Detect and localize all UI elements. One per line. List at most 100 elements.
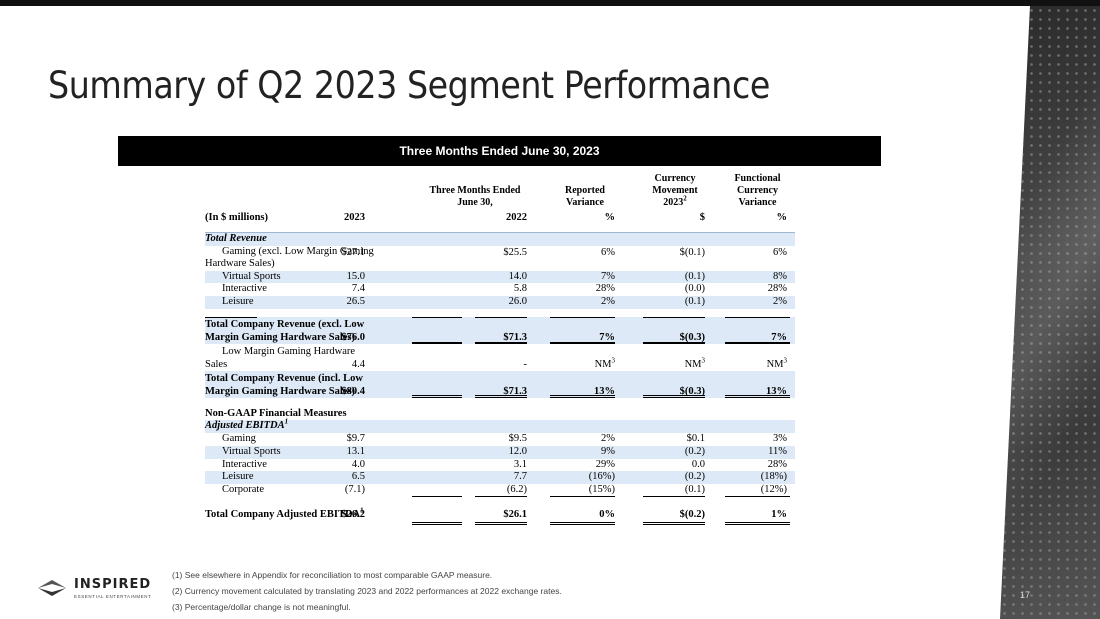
segment-table: Three Months Ended June 30, Reported Var… [205,166,795,525]
section-label: Adjusted EBITDA1 [205,417,289,432]
cell-functional: 28% [767,458,787,470]
header-currency: Currency Movement 20232 [635,173,715,209]
cell-functional: 8% [773,270,787,282]
page-title: Summary of Q2 2023 Segment Performance [48,64,770,107]
page-number: 17 [1020,590,1031,600]
table-row: Virtual Sports 15.0 14.0 7% (0.1) 8% [205,270,795,284]
cell-currency: (0.1) [684,270,705,282]
cell-functional: 2% [773,296,787,308]
logo-name: INSPIRED [74,577,152,592]
cell-2023: 15.0 [346,270,365,282]
cell-2023: $27.1 [341,246,365,258]
cell-reported: 2% [601,296,615,308]
table-header: Three Months Ended June 30, Reported Var… [205,166,795,212]
cell-2022: 14.0 [508,270,527,282]
cell-2022: (6.2) [506,483,527,495]
cell-2022: 26.0 [508,296,527,308]
row-label: Virtual Sports [222,445,281,457]
cell-2023: $76.0 [341,331,365,343]
company-logo: INSPIRED ESSENTIAL ENTERTAINMENT [38,577,151,599]
logo-tagline: ESSENTIAL ENTERTAINMENT [74,594,152,599]
cell-currency: $(0.3) [679,331,705,343]
header-currency-year: 2023 [663,197,684,208]
table-row-low-margin: Low Margin Gaming Hardware Sales 4.4 - NM… [205,344,795,371]
table-row-total-ebitda: Total Company Adjusted EBITDA1 $26.2 $26… [205,506,795,525]
cell-functional: (18%) [760,471,787,483]
cell-reported: 29% [595,458,615,470]
cell-currency: $(0.2) [679,508,705,520]
table-row: Gaming $9.7 $9.5 2% $0.1 3% [205,433,795,446]
row-label: Total Company Revenue (incl. Low Margin G… [205,372,363,397]
cell-functional: 28% [767,283,787,295]
row-label: Gaming (excl. Low Margin Gaming Hardware … [205,245,374,270]
cell-reported: 0% [599,508,615,520]
cell-functional: 13% [766,385,787,397]
cell-functional: (12%) [760,483,787,495]
footnote: (3) Percentage/dollar change is not mean… [172,602,351,612]
cell-currency: (0.2) [684,471,705,483]
section-label: Total Revenue [205,233,267,244]
cell-reported: 7% [601,270,615,282]
section-non-gaap: Non-GAAP Financial Measures [205,408,795,421]
cell-currency: NM3 [684,356,705,370]
cell-reported: 13% [594,385,615,397]
footnote: (1) See elsewhere in Appendix for reconc… [172,570,493,580]
cell-2022: 7.7 [513,471,527,483]
header-currency-label: Currency Movement [652,173,698,196]
cell-currency: (0.0) [684,283,705,295]
cell-functional: 6% [773,246,787,258]
section-adjusted-ebitda: Adjusted EBITDA1 [205,417,795,434]
cell-currency: $(0.3) [679,385,705,397]
row-label: Total Company Revenue (excl. Low Margin G… [205,318,365,343]
cell-2023: 6.5 [351,471,365,483]
cell-functional: 7% [771,331,787,343]
row-label: Total Company Adjusted EBITDA1 [205,506,364,520]
cell-currency: (0.2) [684,445,705,457]
table-banner: Three Months Ended June 30, 2023 [118,136,881,166]
cell-2022: $26.1 [503,508,527,520]
cell-2023: $80.4 [341,385,365,397]
row-label: Interactive [222,283,267,295]
row-label: Leisure [222,296,254,308]
cell-2022: - [523,358,528,370]
cell-functional: NM3 [766,356,787,370]
row-label: Gaming [222,433,256,445]
footnote: (2) Currency movement calculated by tran… [172,586,562,596]
footnotes: (1) See elsewhere in Appendix for reconc… [172,567,562,615]
cell-reported: 6% [601,246,615,258]
header-functional: Functional Currency Variance [734,173,781,208]
header-reported: Reported Variance [565,185,605,208]
cell-2022: 12.0 [508,445,527,457]
section-label: Non-GAAP Financial Measures [205,407,347,419]
col-2023: 2023 [344,212,365,223]
cell-2023: 13.1 [346,445,365,457]
table-row: Interactive 4.0 3.1 29% 0.0 28% [205,459,795,472]
units-label: (In $ millions) [205,212,269,223]
footnote-ref: 2 [683,194,687,203]
cell-reported: 7% [599,331,615,343]
cell-currency: (0.1) [684,483,705,495]
col-reported-pct: % [604,212,616,223]
table-row: Gaming (excl. Low Margin Gaming Hardware … [205,246,795,271]
col-2022: 2022 [506,212,527,223]
table-row: Leisure 26.5 26.0 2% (0.1) 2% [205,296,795,309]
table-row: Virtual Sports 13.1 12.0 9% (0.2) 11% [205,445,795,459]
col-functional-pct: % [776,212,788,223]
cell-2022: $25.5 [503,246,527,258]
row-label: Interactive [222,458,267,470]
row-label: Low Margin Gaming Hardware Sales [205,345,356,370]
cell-2023: 4.4 [351,358,365,370]
cell-currency: 0.0 [691,458,705,470]
cell-reported: 2% [601,433,615,445]
cell-2023: $26.2 [341,508,365,520]
table-row: Interactive 7.4 5.8 28% (0.0) 28% [205,283,795,296]
section-total-revenue: Total Revenue [205,232,795,246]
header-period: Three Months Ended June 30, [429,185,521,208]
units-row: (In $ millions) 2023 2022 % $ % [205,212,795,226]
cell-reported: 9% [601,445,615,457]
table-row: Corporate (7.1) (6.2) (15%) (0.1) (12%) [205,484,795,497]
row-label: Virtual Sports [222,270,281,282]
cell-2023: $9.7 [346,433,365,445]
table-row: Leisure 6.5 7.7 (16%) (0.2) (18%) [205,471,795,484]
table-row-total-excl: Total Company Revenue (excl. Low Margin G… [205,316,795,344]
